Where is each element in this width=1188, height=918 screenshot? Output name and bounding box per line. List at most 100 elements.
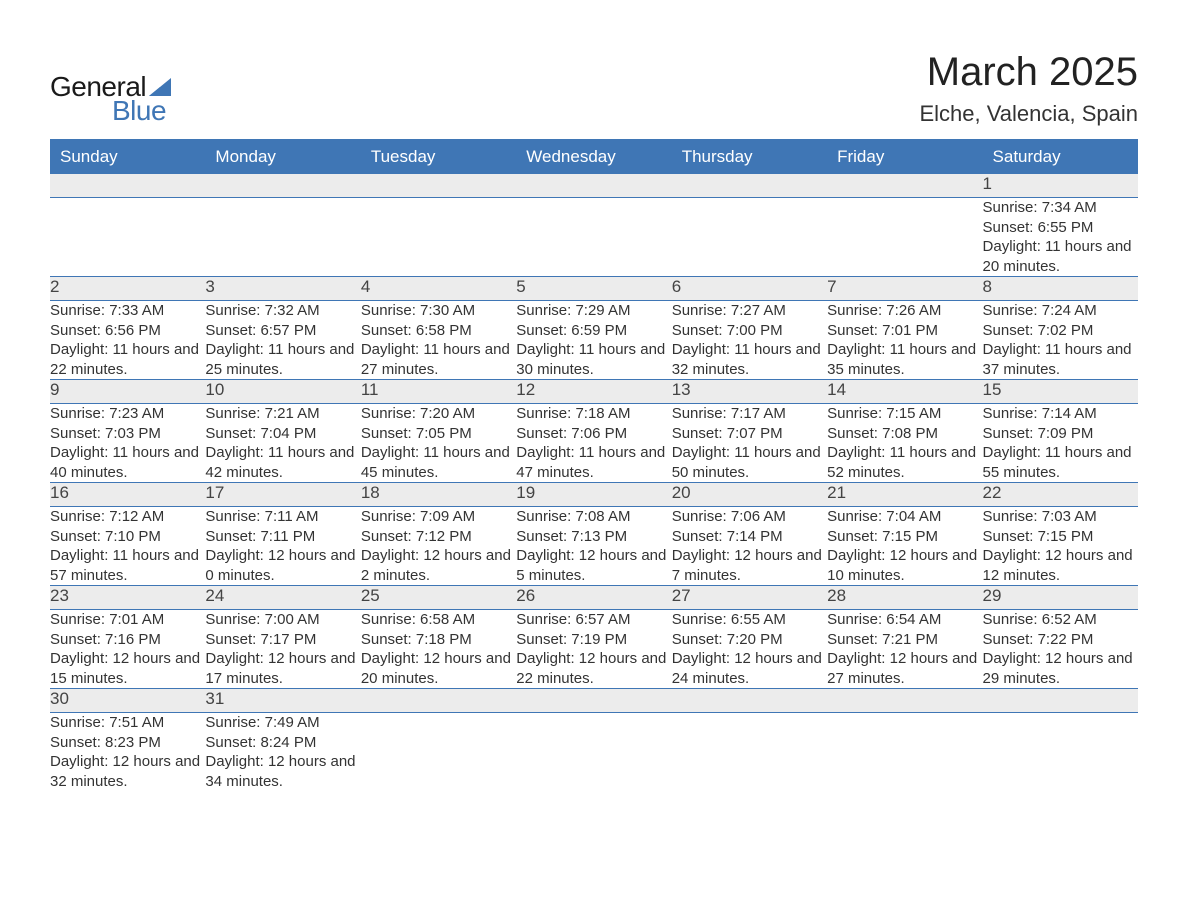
weekday-header: Tuesday (361, 140, 516, 174)
day-info-cell: Sunrise: 7:00 AMSunset: 7:17 PMDaylight:… (205, 610, 360, 689)
daylight-line: Daylight: 11 hours and 37 minutes. (983, 340, 1138, 379)
daylight-line: Daylight: 12 hours and 22 minutes. (516, 649, 671, 688)
daylight-line: Daylight: 12 hours and 34 minutes. (205, 752, 360, 791)
day-info-cell: Sunrise: 7:11 AMSunset: 7:11 PMDaylight:… (205, 507, 360, 586)
day-number-cell: 11 (361, 380, 516, 404)
day-number-cell: 13 (672, 380, 827, 404)
sunset-line: Sunset: 7:10 PM (50, 527, 205, 547)
day-info-cell: Sunrise: 7:15 AMSunset: 7:08 PMDaylight:… (827, 404, 982, 483)
sunset-line: Sunset: 6:57 PM (205, 321, 360, 341)
sunset-line: Sunset: 6:58 PM (361, 321, 516, 341)
daylight-line: Daylight: 12 hours and 17 minutes. (205, 649, 360, 688)
sunset-line: Sunset: 7:21 PM (827, 630, 982, 650)
daylight-line: Daylight: 11 hours and 47 minutes. (516, 443, 671, 482)
day-number-cell: 24 (205, 586, 360, 610)
day-number-row: 9101112131415 (50, 380, 1138, 404)
day-number-cell: 31 (205, 689, 360, 713)
sunset-line: Sunset: 7:03 PM (50, 424, 205, 444)
day-info-cell: Sunrise: 7:26 AMSunset: 7:01 PMDaylight:… (827, 301, 982, 380)
day-info-cell (672, 198, 827, 277)
sunset-line: Sunset: 7:13 PM (516, 527, 671, 547)
day-info-cell: Sunrise: 7:20 AMSunset: 7:05 PMDaylight:… (361, 404, 516, 483)
sunrise-line: Sunrise: 7:09 AM (361, 507, 516, 527)
sunset-line: Sunset: 7:15 PM (983, 527, 1138, 547)
sunrise-line: Sunrise: 7:49 AM (205, 713, 360, 733)
sunset-line: Sunset: 7:02 PM (983, 321, 1138, 341)
day-number-cell: 5 (516, 277, 671, 301)
day-number-row: 3031 (50, 689, 1138, 713)
weekday-header: Sunday (50, 140, 205, 174)
day-number-cell: 6 (672, 277, 827, 301)
day-info-cell: Sunrise: 7:21 AMSunset: 7:04 PMDaylight:… (205, 404, 360, 483)
day-number-cell (827, 689, 982, 713)
sunrise-line: Sunrise: 7:15 AM (827, 404, 982, 424)
sunset-line: Sunset: 6:56 PM (50, 321, 205, 341)
daylight-line: Daylight: 12 hours and 0 minutes. (205, 546, 360, 585)
sunrise-line: Sunrise: 7:24 AM (983, 301, 1138, 321)
sunset-line: Sunset: 8:24 PM (205, 733, 360, 753)
day-info-cell: Sunrise: 7:49 AMSunset: 8:24 PMDaylight:… (205, 713, 360, 792)
sunrise-line: Sunrise: 6:57 AM (516, 610, 671, 630)
sunset-line: Sunset: 6:59 PM (516, 321, 671, 341)
sunset-line: Sunset: 7:07 PM (672, 424, 827, 444)
day-number-cell: 15 (983, 380, 1138, 404)
sunrise-line: Sunrise: 7:29 AM (516, 301, 671, 321)
daylight-line: Daylight: 12 hours and 24 minutes. (672, 649, 827, 688)
daylight-line: Daylight: 11 hours and 42 minutes. (205, 443, 360, 482)
weekday-header: Saturday (983, 140, 1138, 174)
sunrise-line: Sunrise: 7:23 AM (50, 404, 205, 424)
day-number-cell: 27 (672, 586, 827, 610)
daylight-line: Daylight: 11 hours and 45 minutes. (361, 443, 516, 482)
day-number-cell: 14 (827, 380, 982, 404)
day-number-cell: 3 (205, 277, 360, 301)
daylight-line: Daylight: 11 hours and 20 minutes. (983, 237, 1138, 276)
day-number-cell: 28 (827, 586, 982, 610)
sunset-line: Sunset: 7:17 PM (205, 630, 360, 650)
day-info-cell (516, 713, 671, 792)
day-info-cell: Sunrise: 7:17 AMSunset: 7:07 PMDaylight:… (672, 404, 827, 483)
day-info-cell (50, 198, 205, 277)
daylight-line: Daylight: 11 hours and 30 minutes. (516, 340, 671, 379)
day-info-cell (983, 713, 1138, 792)
sunset-line: Sunset: 8:23 PM (50, 733, 205, 753)
daylight-line: Daylight: 11 hours and 55 minutes. (983, 443, 1138, 482)
daylight-line: Daylight: 12 hours and 2 minutes. (361, 546, 516, 585)
sunset-line: Sunset: 7:04 PM (205, 424, 360, 444)
sunset-line: Sunset: 7:19 PM (516, 630, 671, 650)
daylight-line: Daylight: 11 hours and 25 minutes. (205, 340, 360, 379)
sunrise-line: Sunrise: 7:51 AM (50, 713, 205, 733)
day-info-cell: Sunrise: 7:24 AMSunset: 7:02 PMDaylight:… (983, 301, 1138, 380)
day-info-row: Sunrise: 7:33 AMSunset: 6:56 PMDaylight:… (50, 301, 1138, 380)
day-info-cell (516, 198, 671, 277)
day-number-cell: 10 (205, 380, 360, 404)
daylight-line: Daylight: 11 hours and 52 minutes. (827, 443, 982, 482)
day-number-row: 2345678 (50, 277, 1138, 301)
day-info-cell: Sunrise: 7:23 AMSunset: 7:03 PMDaylight:… (50, 404, 205, 483)
sunset-line: Sunset: 7:01 PM (827, 321, 982, 341)
sunrise-line: Sunrise: 7:32 AM (205, 301, 360, 321)
sunset-line: Sunset: 7:06 PM (516, 424, 671, 444)
day-info-cell: Sunrise: 7:04 AMSunset: 7:15 PMDaylight:… (827, 507, 982, 586)
daylight-line: Daylight: 12 hours and 29 minutes. (983, 649, 1138, 688)
sunset-line: Sunset: 7:16 PM (50, 630, 205, 650)
sunset-line: Sunset: 7:12 PM (361, 527, 516, 547)
day-number-cell: 2 (50, 277, 205, 301)
day-number-cell: 7 (827, 277, 982, 301)
month-title: March 2025 (919, 50, 1138, 95)
daylight-line: Daylight: 12 hours and 5 minutes. (516, 546, 671, 585)
title-block: March 2025 Elche, Valencia, Spain (919, 50, 1138, 127)
day-info-row: Sunrise: 7:34 AMSunset: 6:55 PMDaylight:… (50, 198, 1138, 277)
sunset-line: Sunset: 7:20 PM (672, 630, 827, 650)
day-number-cell: 8 (983, 277, 1138, 301)
weekday-header: Friday (827, 140, 982, 174)
day-info-cell: Sunrise: 7:08 AMSunset: 7:13 PMDaylight:… (516, 507, 671, 586)
daylight-line: Daylight: 12 hours and 27 minutes. (827, 649, 982, 688)
daylight-line: Daylight: 12 hours and 7 minutes. (672, 546, 827, 585)
day-info-cell: Sunrise: 7:29 AMSunset: 6:59 PMDaylight:… (516, 301, 671, 380)
day-info-cell (205, 198, 360, 277)
daylight-line: Daylight: 11 hours and 27 minutes. (361, 340, 516, 379)
day-info-cell: Sunrise: 7:03 AMSunset: 7:15 PMDaylight:… (983, 507, 1138, 586)
day-number-cell (361, 689, 516, 713)
day-number-cell: 19 (516, 483, 671, 507)
sunrise-line: Sunrise: 7:34 AM (983, 198, 1138, 218)
